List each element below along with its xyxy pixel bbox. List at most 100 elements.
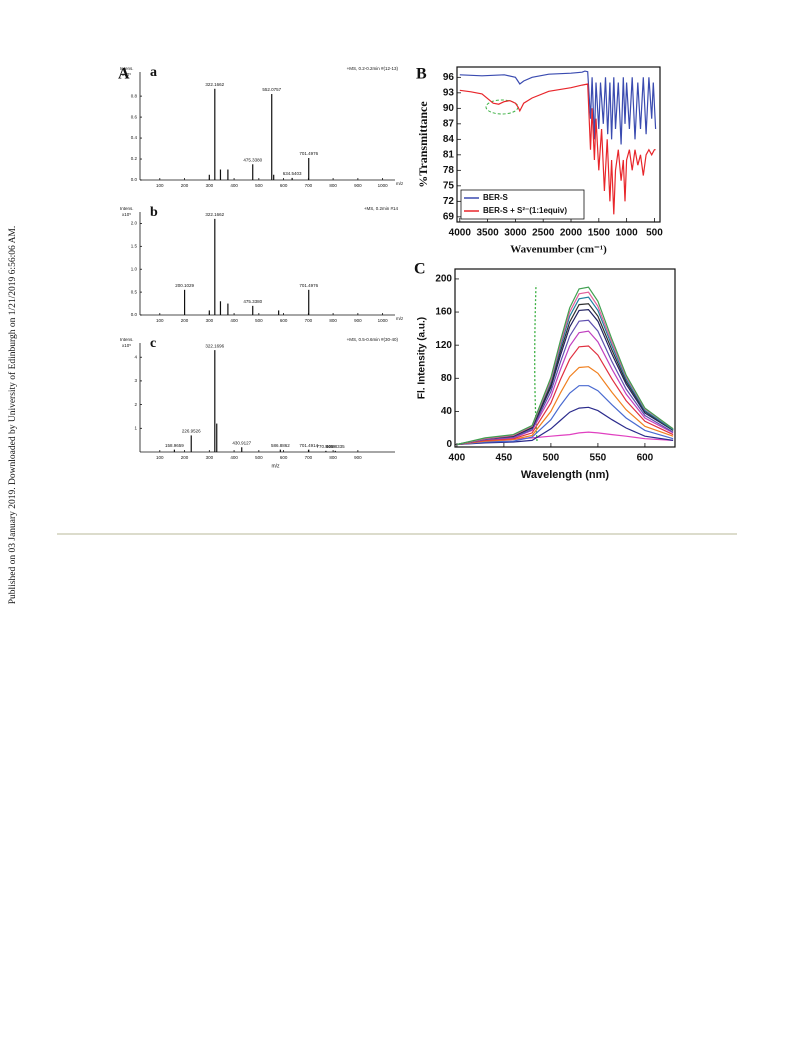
series-line	[456, 286, 674, 446]
y-tick-label: 120	[435, 340, 452, 351]
x-tick-label: 1000	[378, 183, 389, 188]
x-tick-label: 600	[637, 453, 654, 464]
legend-box	[460, 189, 585, 220]
peak-label: 226.9526	[182, 429, 201, 434]
peak-label: 701.4976	[299, 151, 318, 156]
peak-label: 475.3380	[243, 299, 262, 304]
x-tick-label: 400	[449, 453, 466, 464]
x-tick-label: 800	[329, 318, 337, 323]
y-tick-label: 72	[443, 196, 455, 207]
x-tick-label: 3000	[504, 228, 527, 239]
peak-label: 586.8862	[271, 443, 290, 448]
y-tick-label: 40	[441, 406, 453, 417]
x-tick-label: 550	[590, 453, 607, 464]
y-multiplier: x10⁵	[122, 72, 131, 77]
series-line	[459, 70, 657, 145]
y-tick-label: 200	[435, 274, 452, 285]
legend-label: BER-S + S²⁻(1:1equiv)	[483, 206, 567, 215]
y-tick-label: 0.6	[131, 114, 138, 119]
peak-label: 430.9127	[232, 440, 251, 445]
x-tick-label: 2500	[532, 228, 555, 239]
x-axis-title: m/z	[396, 316, 404, 321]
y-tick-label: 84	[443, 134, 455, 145]
y-tick-label: 1.5	[131, 244, 138, 249]
panel-label: A	[118, 66, 130, 83]
panel-label: B	[416, 66, 427, 83]
side-note: Published on 03 January 2019. Downloaded…	[7, 226, 18, 604]
x-tick-label: 1000	[616, 228, 639, 239]
x-tick-label: 700	[305, 183, 313, 188]
x-tick-label: 200	[181, 455, 189, 460]
x-tick-label: 100	[156, 183, 164, 188]
y-tick-label: 87	[443, 118, 455, 129]
x-axis-title: Wavenumber (cm⁻¹)	[510, 244, 607, 256]
peak-label: 552.0757	[262, 87, 281, 92]
y-tick-label: 81	[443, 149, 455, 160]
peak-label: 158.9659	[165, 443, 184, 448]
x-tick-label: 200	[181, 183, 189, 188]
panel-sublabel: c	[150, 336, 156, 351]
series-line	[456, 345, 674, 446]
x-tick-label: 500	[255, 455, 263, 460]
peak-label: 322.1696	[205, 343, 224, 348]
peak-label: 770.8469	[316, 444, 335, 449]
peak-label: 200.1029	[175, 283, 194, 288]
x-tick-label: 100	[156, 318, 164, 323]
x-tick-label: 450	[496, 453, 513, 464]
y-multiplier: x10⁵	[122, 343, 131, 348]
spectrum-header: +MS, 0.2-0.2min #(12-13)	[347, 66, 399, 71]
x-axis-title: Wavelength (nm)	[521, 469, 610, 481]
y-tick-label: 0.5	[131, 289, 138, 294]
panel-sublabel: a	[150, 65, 157, 80]
y-axis-title: Intens.	[120, 66, 134, 71]
y-axis-title: Intens.	[120, 337, 134, 342]
series-line	[456, 303, 674, 446]
y-tick-label: 1.0	[131, 266, 138, 271]
peak-label: 322.1662	[205, 212, 224, 217]
y-tick-label: 0.8	[131, 93, 138, 98]
peak-label: 322.1662	[205, 82, 224, 87]
peak-label: 634.5403	[283, 171, 302, 176]
x-tick-label: 400	[230, 318, 238, 323]
x-tick-label: 500	[255, 318, 263, 323]
series-line	[456, 366, 674, 446]
x-tick-label: 600	[280, 318, 288, 323]
spectrum-header: +MS, 0.2min #14	[364, 206, 399, 211]
y-tick-label: 2.0	[131, 221, 138, 226]
y-tick-label: 93	[443, 87, 455, 98]
x-tick-label: 600	[280, 455, 288, 460]
y-tick-label: 2	[134, 402, 137, 407]
y-tick-label: 80	[441, 373, 453, 384]
x-tick-label: 500	[646, 228, 663, 239]
y-tick-label: 0.2	[131, 156, 138, 161]
series-line	[456, 385, 674, 446]
x-tick-label: 400	[230, 183, 238, 188]
y-tick-label: 0	[446, 439, 452, 450]
peak-trend-line	[534, 284, 538, 442]
y-tick-label: 69	[443, 211, 455, 222]
series-line	[456, 406, 674, 446]
x-tick-label: 500	[543, 453, 560, 464]
x-tick-label: 700	[305, 455, 313, 460]
x-tick-label: 300	[206, 183, 214, 188]
y-tick-label: 78	[443, 165, 455, 176]
x-tick-label: 900	[354, 455, 362, 460]
x-tick-label: 1500	[588, 228, 611, 239]
x-tick-label: 200	[181, 318, 189, 323]
y-tick-label: 0.0	[131, 312, 138, 317]
legend-label: BER-S	[483, 193, 509, 202]
peak-label: 808.8335	[326, 444, 345, 449]
y-tick-label: 0.4	[131, 135, 138, 140]
x-tick-label: 900	[354, 318, 362, 323]
y-axis-title: Fl. Intensity (a.u.)	[417, 317, 428, 399]
peak-label: 701.4914	[299, 443, 318, 448]
x-tick-label: 3500	[476, 228, 499, 239]
plot-frame	[456, 66, 661, 223]
y-tick-label: 160	[435, 307, 452, 318]
x-tick-label: 400	[230, 455, 238, 460]
y-tick-label: 0.0	[131, 177, 138, 182]
x-tick-label: 700	[305, 318, 313, 323]
panel-label: C	[414, 261, 426, 278]
x-tick-label: 300	[206, 455, 214, 460]
